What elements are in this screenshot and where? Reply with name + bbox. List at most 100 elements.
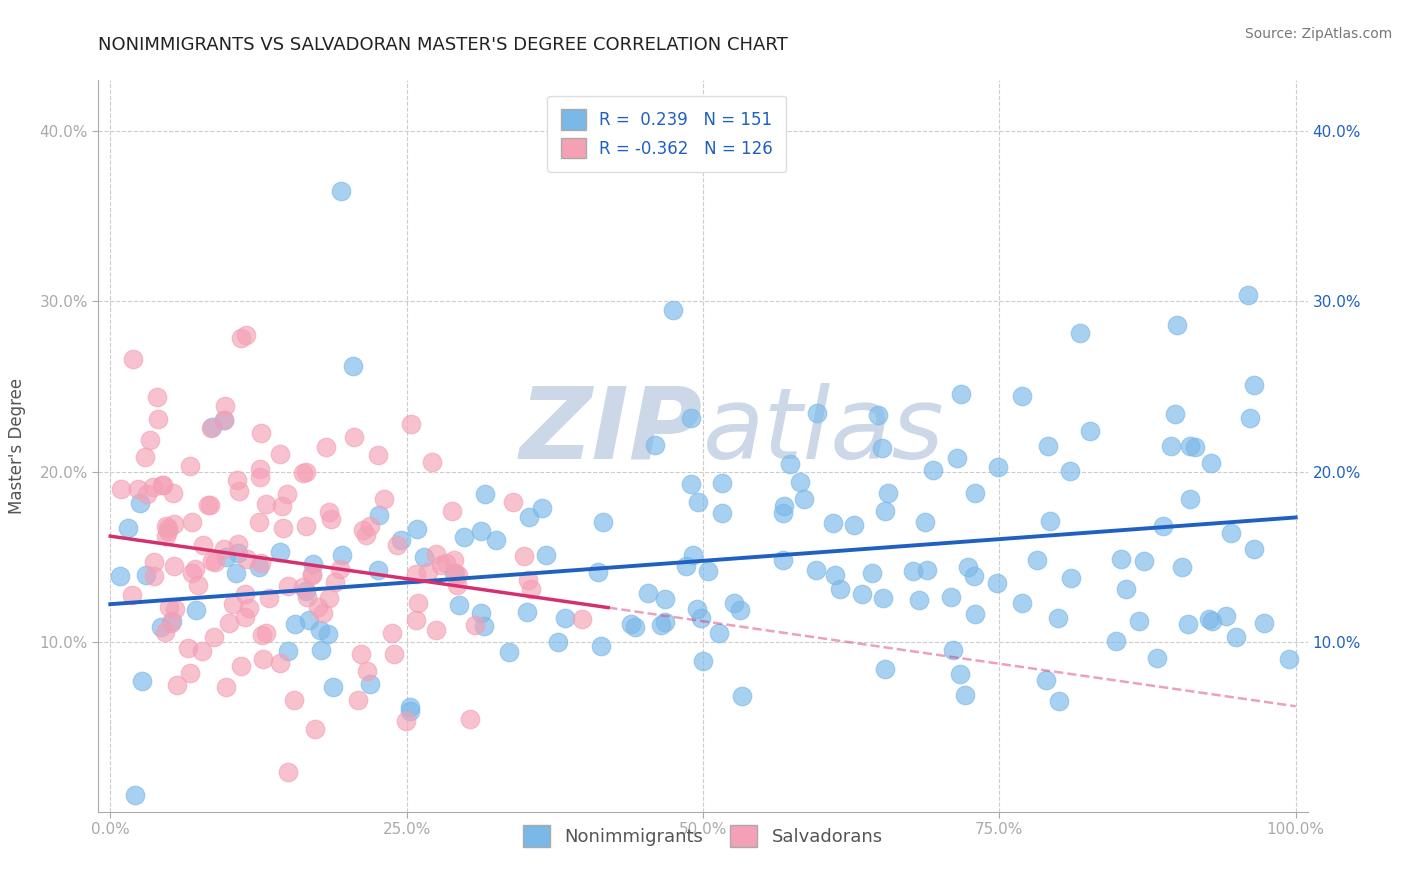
Point [134,450,156,465]
Point [446,578,468,592]
Point [124,788,146,802]
Point [1278,652,1301,666]
Point [1170,560,1192,574]
Point [965,607,987,621]
Point [472,619,495,633]
Point [620,616,643,631]
Point [367,508,389,522]
Point [271,521,294,535]
Point [212,541,235,556]
Point [398,704,420,718]
Point [412,549,434,564]
Point [226,537,249,551]
Point [283,693,305,707]
Point [277,579,299,593]
Point [1243,542,1265,557]
Point [586,565,609,579]
Point [772,552,794,566]
Point [824,567,846,582]
Point [315,440,337,454]
Point [675,559,697,574]
Point [949,387,972,401]
Point [166,678,188,692]
Point [294,519,316,533]
Point [914,515,936,529]
Point [212,413,235,427]
Point [155,529,177,543]
Point [420,455,443,469]
Point [987,459,1010,474]
Point [179,458,201,473]
Point [117,521,139,535]
Point [723,596,745,610]
Point [160,615,183,630]
Point [127,482,149,496]
Point [1047,694,1070,708]
Point [295,590,318,604]
Point [1237,287,1260,301]
Point [531,500,554,515]
Point [218,616,240,631]
Point [842,517,865,532]
Point [312,606,335,620]
Point [458,712,481,726]
Point [644,438,666,452]
Point [292,466,315,480]
Point [447,567,470,582]
Point [162,485,184,500]
Point [228,483,250,498]
Point [731,689,754,703]
Point [359,519,381,533]
Point [257,591,280,605]
Point [1166,318,1188,332]
Point [200,420,222,434]
Point [571,612,593,626]
Point [382,648,405,662]
Point [226,473,249,487]
Point [395,714,418,728]
Point [157,521,180,535]
Point [1011,389,1033,403]
Point [201,420,224,434]
Y-axis label: Master's Degree: Master's Degree [7,378,25,514]
Point [637,586,659,600]
Point [249,470,271,484]
Point [1239,410,1261,425]
Point [1036,439,1059,453]
Point [359,677,381,691]
Point [821,516,844,530]
Point [204,555,226,569]
Point [385,538,408,552]
Point [399,417,422,432]
Point [877,486,900,500]
Point [250,425,273,440]
Point [110,568,132,582]
Point [901,564,924,578]
Point [295,465,318,479]
Point [149,619,172,633]
Point [690,611,713,625]
Point [425,547,447,561]
Point [860,566,883,580]
Point [1039,514,1062,528]
Point [235,328,257,343]
Point [806,406,828,420]
Point [908,593,931,607]
Point [184,603,207,617]
Point [516,605,538,619]
Point [872,591,894,605]
Point [434,556,457,570]
Point [534,548,557,562]
Point [190,644,212,658]
Point [269,656,291,670]
Point [309,623,332,637]
Point [249,560,271,574]
Point [406,596,429,610]
Point [330,184,353,198]
Point [381,626,404,640]
Point [307,599,329,614]
Point [866,408,889,422]
Point [485,533,508,548]
Point [1109,552,1132,566]
Point [153,625,176,640]
